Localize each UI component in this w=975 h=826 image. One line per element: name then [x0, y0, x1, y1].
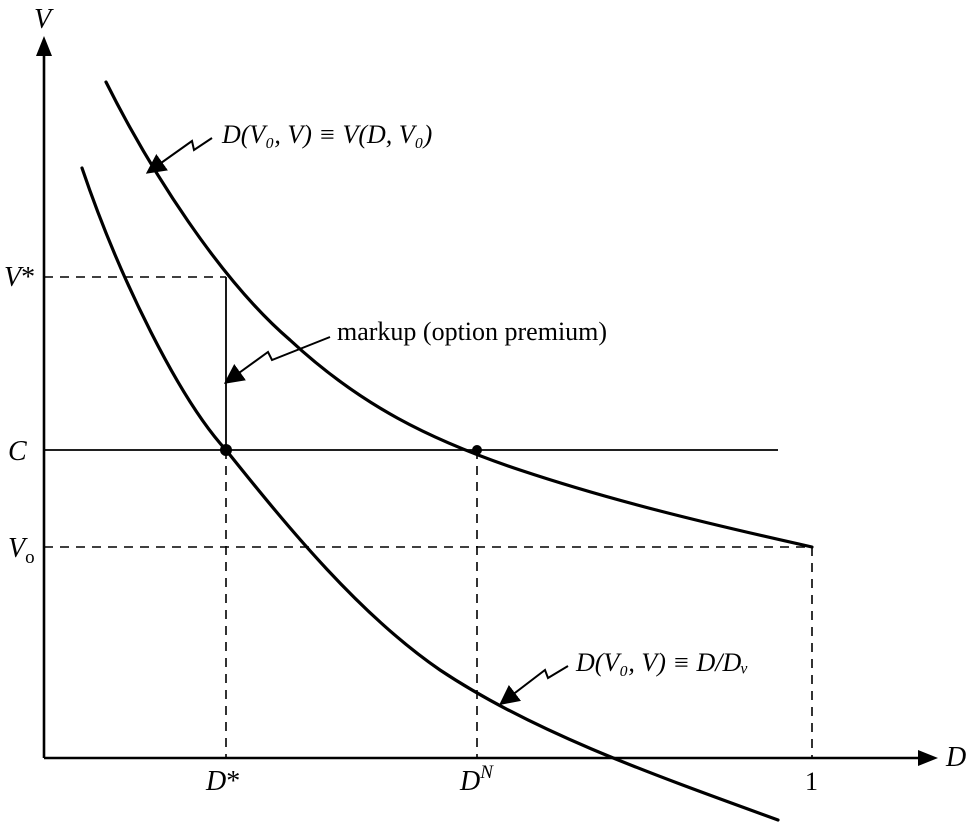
v0-label: Vo	[8, 533, 35, 568]
d-n-point	[472, 445, 482, 455]
upper-curve	[104, 80, 814, 549]
upper-curve-label: D(V₀, V) ≡ V(D, V₀)	[221, 120, 432, 149]
y-axis-arrowhead	[36, 36, 52, 56]
x-axis-label: D	[945, 742, 966, 773]
upper-curve-pointer	[145, 137, 213, 174]
d-star-point	[220, 444, 232, 456]
c-label: C	[8, 436, 27, 467]
lower-curve	[80, 166, 780, 822]
v-star-label: V*	[4, 262, 35, 293]
y-axis-label: V	[34, 4, 54, 35]
one-label: 1	[805, 767, 818, 796]
markup-label: markup (option premium)	[337, 317, 607, 346]
x-axis-arrowhead	[918, 750, 938, 766]
markup-pointer	[223, 336, 331, 384]
lower-curve-pointer	[499, 665, 569, 706]
d-star-label: D*	[205, 766, 240, 797]
d-n-label: DN	[459, 762, 494, 797]
lower-curve-label: D(V₀, V) ≡ D/Dᵥ	[575, 648, 749, 677]
